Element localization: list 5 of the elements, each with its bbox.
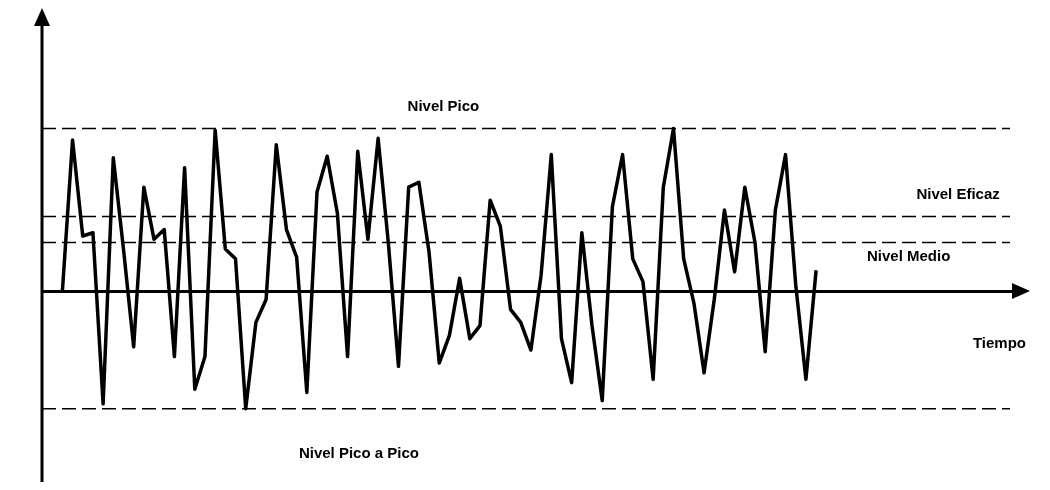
ref-line-label: Nivel Medio bbox=[866, 246, 951, 264]
ref-line-label: Nivel Pico a Pico bbox=[298, 443, 419, 461]
ref-line-label: Nivel Pico bbox=[407, 96, 480, 114]
x-axis-title: Tiempo bbox=[972, 333, 1026, 351]
ref-line-label: Nivel Eficaz bbox=[916, 184, 1000, 202]
